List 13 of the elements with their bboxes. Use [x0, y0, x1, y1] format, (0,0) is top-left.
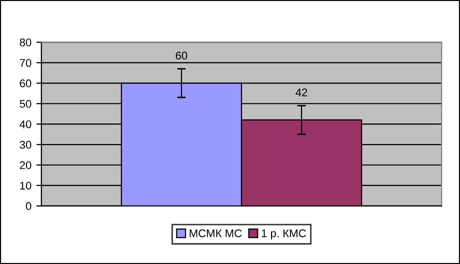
y-tick-label: 70: [20, 58, 32, 67]
data-label: 60: [176, 52, 188, 60]
y-tick-label: 40: [20, 120, 32, 128]
y-tick-label: 0: [26, 202, 32, 210]
data-label: 42: [296, 88, 308, 96]
legend-label: МСМК МС: [190, 229, 242, 238]
y-tick-label: 80: [20, 38, 32, 46]
y-tick-label: 10: [20, 182, 32, 190]
y-tick-label: 50: [20, 100, 32, 108]
y-tick-label: 20: [20, 161, 32, 170]
legend-label: 1 р. КМС: [262, 229, 306, 240]
y-tick-label: 60: [20, 79, 32, 88]
y-tick-label: 30: [20, 140, 32, 149]
